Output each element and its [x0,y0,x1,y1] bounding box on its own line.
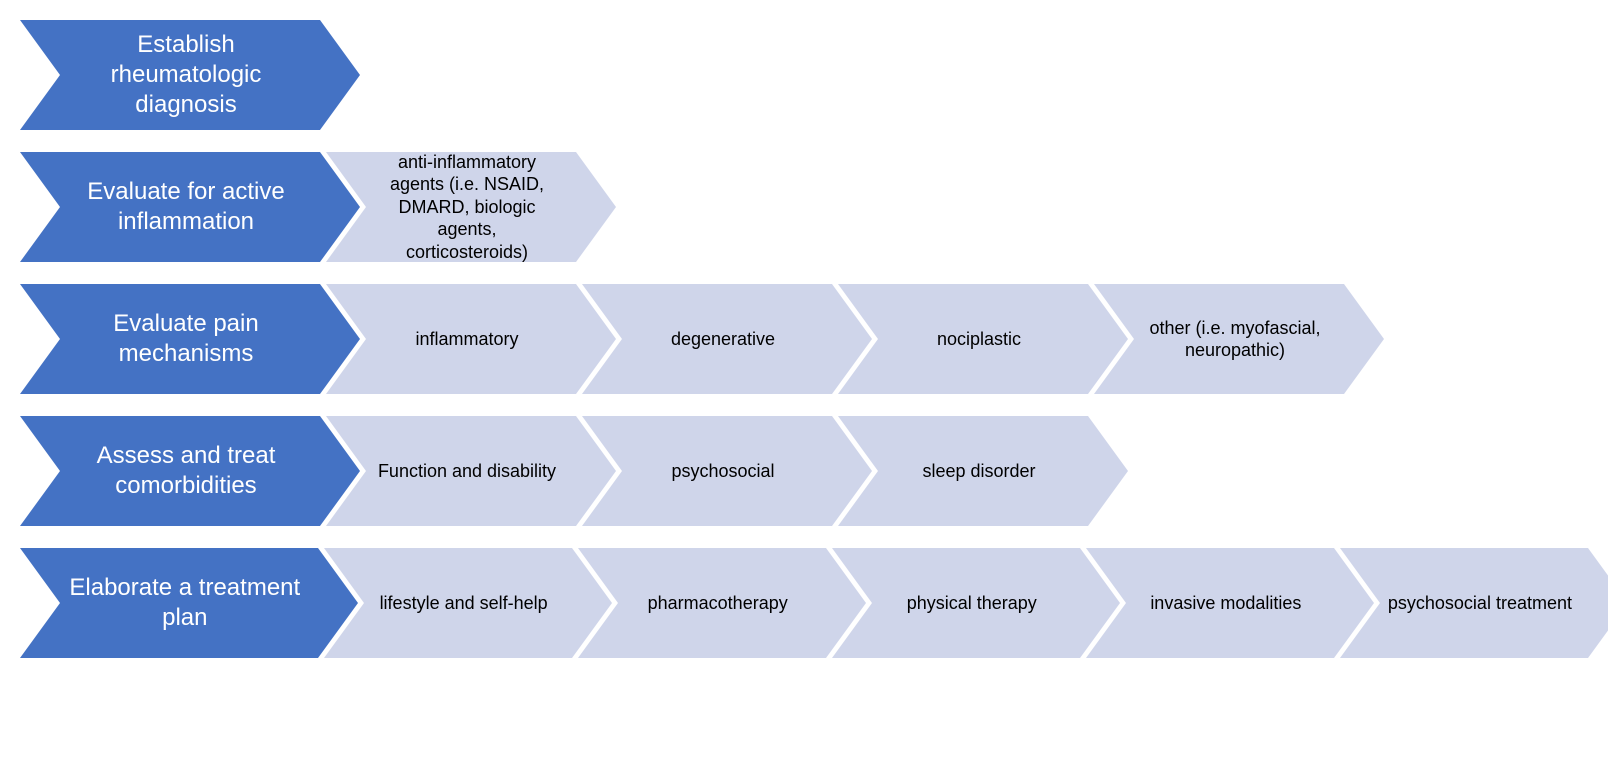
secondary-step: anti-inflammatory agents (i.e. NSAID, DM… [326,152,576,262]
secondary-step: nociplastic [838,284,1088,394]
primary-step: Elaborate a treatment plan [20,548,318,658]
secondary-step: lifestyle and self-help [324,548,572,658]
secondary-step: psychosocial treatment [1340,548,1588,658]
secondary-step: psychosocial [582,416,832,526]
secondary-step: degenerative [582,284,832,394]
flow-row: Evaluate for active inflammationanti-inf… [20,152,1588,262]
flow-row: Assess and treat comorbiditiesFunction a… [20,416,1588,526]
secondary-step: physical therapy [832,548,1080,658]
primary-step: Assess and treat comorbidities [20,416,320,526]
secondary-step: other (i.e. myofascial, neuropathic) [1094,284,1344,394]
secondary-step: inflammatory [326,284,576,394]
flowchart-diagram: Establish rheumatologic diagnosis Evaluat… [20,20,1588,658]
secondary-step: sleep disorder [838,416,1088,526]
flow-row: Elaborate a treatment planlifestyle and … [20,548,1588,658]
primary-step: Evaluate for active inflammation [20,152,320,262]
flow-row: Establish rheumatologic diagnosis [20,20,1588,130]
secondary-step: pharmacotherapy [578,548,826,658]
secondary-step: Function and disability [326,416,576,526]
flow-row: Evaluate pain mechanismsinflammatorydege… [20,284,1588,394]
primary-step: Establish rheumatologic diagnosis [20,20,320,130]
primary-step: Evaluate pain mechanisms [20,284,320,394]
secondary-step: invasive modalities [1086,548,1334,658]
